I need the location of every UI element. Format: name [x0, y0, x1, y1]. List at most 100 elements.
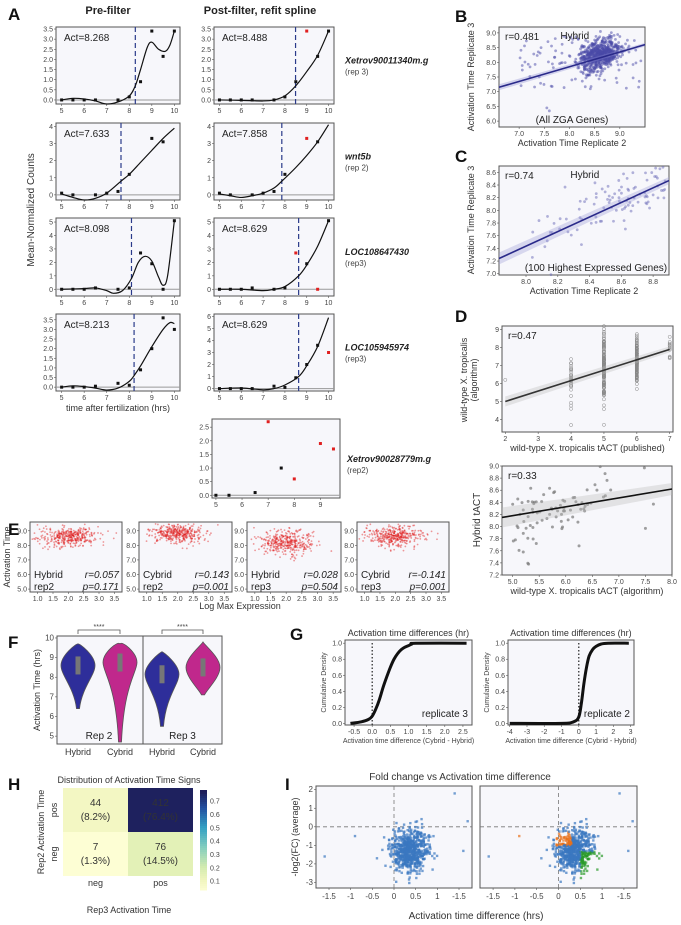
data-point — [74, 533, 77, 536]
data-point — [398, 536, 401, 539]
y-tick-label: 8 — [50, 673, 55, 682]
data-point — [69, 535, 72, 538]
data-point — [520, 68, 524, 72]
y-tick-label: 7.8 — [486, 221, 496, 228]
data-point — [302, 534, 305, 537]
data-point — [255, 537, 257, 540]
data-point — [293, 551, 296, 554]
data-point — [63, 526, 65, 529]
data-point — [399, 528, 402, 531]
data-point — [310, 550, 313, 552]
data-point — [78, 535, 81, 538]
data-point — [74, 545, 77, 547]
panel-g: 0.00.20.40.60.81.0-0.5 0.0 0.5 1.0 1.5 2.0 2.5… — [321, 628, 637, 745]
data-point — [289, 535, 292, 538]
data-point — [283, 286, 287, 290]
subtitle-label: (100 Highest Expressed Genes) — [525, 263, 667, 274]
data-point — [358, 538, 361, 540]
data-point — [634, 387, 639, 391]
data-point — [72, 534, 74, 537]
data-point — [587, 73, 591, 77]
data-point — [195, 530, 198, 533]
data-point — [254, 549, 256, 552]
y-tick-label: 5 — [207, 220, 211, 227]
data-point — [85, 531, 88, 533]
y-tick-label: 6.0 — [126, 572, 136, 579]
data-point — [396, 830, 400, 833]
data-point — [70, 528, 73, 531]
data-point — [401, 864, 404, 867]
y-tick-label: 2.0 — [43, 57, 53, 64]
data-point — [403, 532, 406, 535]
data-point — [388, 544, 391, 547]
data-point — [290, 548, 292, 551]
x-tick-label: 10 — [170, 108, 178, 115]
x-tick-label: 8.0 — [565, 131, 575, 138]
data-point — [382, 531, 385, 534]
data-point — [397, 863, 401, 867]
data-point — [407, 845, 410, 848]
r-value: r=0.028 — [304, 570, 339, 581]
data-point — [74, 530, 77, 533]
data-point — [167, 528, 170, 531]
data-point — [88, 527, 91, 529]
data-point — [269, 537, 271, 540]
y-tick-label: 1 — [207, 273, 211, 280]
y-tick-label: 4 — [207, 338, 211, 345]
data-point — [295, 554, 298, 556]
data-point — [323, 855, 326, 858]
data-point — [566, 838, 569, 841]
data-point — [577, 207, 581, 211]
x-tick-label: 8.2 — [553, 279, 563, 286]
data-point — [60, 287, 64, 291]
data-point — [79, 538, 82, 540]
data-point — [76, 533, 79, 536]
data-point — [403, 848, 407, 851]
data-point — [566, 230, 570, 234]
data-point — [84, 539, 87, 542]
data-point — [534, 500, 538, 504]
x-tick-label: 10 — [325, 300, 333, 307]
data-point — [602, 397, 606, 402]
y-axis-label: Activation Time Replicate 3 — [466, 23, 476, 132]
data-point — [72, 535, 75, 538]
data-point — [59, 534, 61, 537]
x-tick-label: 10 — [170, 204, 178, 211]
data-point — [371, 539, 374, 542]
data-point — [280, 542, 282, 545]
data-point — [286, 535, 289, 538]
data-point — [309, 543, 312, 546]
data-point — [634, 362, 639, 366]
data-point — [580, 872, 583, 876]
y-tick-label: 8.6 — [489, 488, 499, 495]
data-point — [624, 86, 628, 90]
data-point — [634, 377, 639, 382]
data-point — [654, 166, 658, 170]
data-point — [428, 843, 431, 846]
data-point — [553, 490, 557, 494]
x-tick-label: 2 — [611, 729, 615, 736]
data-point — [595, 38, 599, 42]
data-point — [158, 534, 160, 537]
data-point — [549, 84, 553, 88]
y-tick-label: 0.5 — [201, 87, 211, 94]
p-value: p=0.001 — [192, 582, 229, 593]
data-point — [526, 536, 530, 540]
data-point — [596, 70, 600, 73]
data-point — [90, 532, 93, 535]
data-point — [165, 537, 168, 540]
data-point — [62, 533, 65, 536]
data-point — [402, 549, 405, 552]
data-point — [217, 98, 221, 102]
data-point — [559, 860, 562, 864]
data-point — [82, 536, 84, 539]
data-point — [151, 534, 153, 537]
data-point — [578, 825, 582, 829]
data-point — [387, 838, 391, 841]
data-point — [363, 531, 366, 533]
data-point — [90, 531, 93, 534]
data-point — [81, 537, 84, 540]
y-tick-label: 0.0 — [43, 97, 53, 104]
data-point — [380, 530, 383, 533]
